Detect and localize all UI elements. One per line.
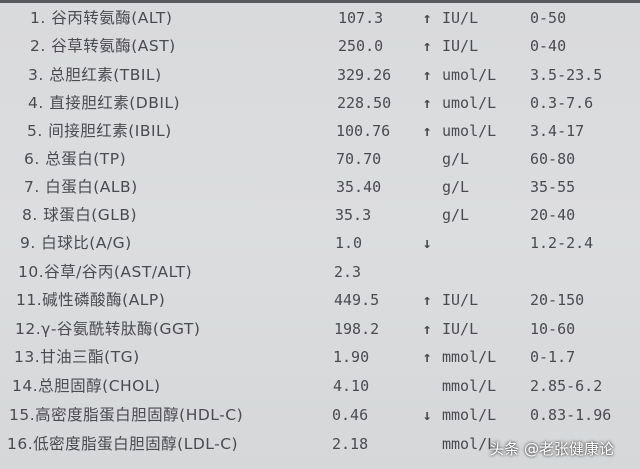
result-row: 6. 总蛋白(TP) 70.70 g/L 60-80 <box>0 146 640 172</box>
reference-range: 0-40 <box>530 37 567 55</box>
reference-range: 2.85-6.2 <box>530 377 603 395</box>
abnormal-flag: ↑ <box>422 291 432 309</box>
test-unit: umol/L <box>442 122 497 140</box>
test-name: 8. 球蛋白(GLB) <box>22 206 138 224</box>
test-value: 228.50 <box>337 94 392 112</box>
abnormal-flag: ↑ <box>422 9 432 27</box>
test-unit: g/L <box>442 150 470 168</box>
test-unit: umol/L <box>442 66 497 84</box>
result-row: 12.γ-谷氨酰转肽酶(GGT) 198.2 ↑ IU/L 10-60 <box>0 316 640 342</box>
result-row: 5. 间接胆红素(IBIL) 100.76 ↑ umol/L 3.4-17 <box>0 118 640 144</box>
test-name: 1. 谷丙转氨酶(ALT) <box>30 9 173 27</box>
reference-range: 1.2-2.4 <box>530 234 594 252</box>
test-unit: g/L <box>442 178 470 196</box>
test-value: 107.3 <box>338 9 384 27</box>
reference-range: 0-50 <box>530 9 567 27</box>
test-name: 14.总胆固醇(CHOL) <box>12 377 161 395</box>
test-name: 12.γ-谷氨酰转肽酶(GGT) <box>15 320 201 338</box>
reference-range: 10-60 <box>530 320 576 338</box>
test-name: 10.谷草/谷丙(AST/ALT) <box>18 263 193 281</box>
test-name: 13.甘油三酯(TG) <box>14 348 140 366</box>
test-name: 2. 谷草转氨酶(AST) <box>30 37 176 55</box>
result-row: 11.碱性磷酸酶(ALP) 449.5 ↑ IU/L 20-150 <box>0 287 640 313</box>
reference-range: 20-40 <box>530 206 576 224</box>
test-value: 329.26 <box>337 66 392 84</box>
abnormal-flag: ↓ <box>422 234 432 252</box>
test-value: 198.2 <box>334 320 380 338</box>
abnormal-flag: ↑ <box>422 37 432 55</box>
reference-range: 20-150 <box>530 291 585 309</box>
test-unit: umol/L <box>442 94 497 112</box>
test-value: 35.3 <box>335 206 372 224</box>
result-row: 7. 白蛋白(ALB) 35.40 g/L 35-55 <box>0 174 640 200</box>
test-value: 4.10 <box>333 377 370 395</box>
test-unit: mmol/L <box>442 348 497 366</box>
test-name: 7. 白蛋白(ALB) <box>24 178 138 196</box>
watermark: 头条 @老张健康论 <box>489 440 614 458</box>
result-row: 16.低密度脂蛋白胆固醇(LDL-C) 2.18 mmol/L <box>0 431 640 457</box>
reference-range: 35-55 <box>530 178 576 196</box>
abnormal-flag: ↑ <box>422 122 432 140</box>
test-value: 250.0 <box>338 37 384 55</box>
test-unit: IU/L <box>442 9 479 27</box>
test-value: 0.46 <box>332 406 369 424</box>
result-row: 9. 白球比(A/G) 1.0 ↓ 1.2-2.4 <box>0 230 640 256</box>
test-value: 449.5 <box>334 291 380 309</box>
test-name: 11.碱性磷酸酶(ALP) <box>16 291 166 309</box>
result-row: 4. 直接胆红素(DBIL) 228.50 ↑ umol/L 0.3-7.6 <box>0 90 640 116</box>
test-value: 35.40 <box>336 178 382 196</box>
result-row: 2. 谷草转氨酶(AST) 250.0 ↑ IU/L 0-40 <box>0 33 640 59</box>
test-unit: IU/L <box>442 291 479 309</box>
page-top-edge <box>0 0 640 3</box>
abnormal-flag: ↑ <box>422 66 432 84</box>
test-value: 70.70 <box>336 150 382 168</box>
result-row: 10.谷草/谷丙(AST/ALT) 2.3 <box>0 259 640 285</box>
test-value: 1.90 <box>333 348 370 366</box>
result-row: 14.总胆固醇(CHOL) 4.10 mmol/L 2.85-6.2 <box>0 373 640 399</box>
test-name: 5. 间接胆红素(IBIL) <box>27 122 172 140</box>
test-unit: IU/L <box>442 320 479 338</box>
result-row: 13.甘油三酯(TG) 1.90 ↑ mmol/L 0-1.7 <box>0 344 640 370</box>
test-value: 2.3 <box>334 263 362 281</box>
reference-range: 3.5-23.5 <box>530 66 603 84</box>
reference-range: 0-1.7 <box>530 348 576 366</box>
abnormal-flag: ↑ <box>422 320 432 338</box>
result-row: 15.高密度脂蛋白胆固醇(HDL-C) 0.46 ↓ mmol/L 0.83-1.96 <box>0 402 640 428</box>
test-unit: mmol/L <box>442 406 497 424</box>
test-name: 3. 总胆红素(TBIL) <box>28 66 162 84</box>
result-row: 8. 球蛋白(GLB) 35.3 g/L 20-40 <box>0 202 640 228</box>
abnormal-flag: ↑ <box>422 348 432 366</box>
reference-range: 3.4-17 <box>530 122 585 140</box>
reference-range: 0.3-7.6 <box>530 94 594 112</box>
test-value: 100.76 <box>336 122 391 140</box>
test-unit: mmol/L <box>442 435 497 453</box>
test-name: 6. 总蛋白(TP) <box>24 150 127 168</box>
test-value: 2.18 <box>332 435 369 453</box>
abnormal-flag: ↑ <box>422 94 432 112</box>
test-name: 16.低密度脂蛋白胆固醇(LDL-C) <box>7 435 239 453</box>
test-unit: IU/L <box>442 37 479 55</box>
reference-range: 60-80 <box>530 150 576 168</box>
test-name: 15.高密度脂蛋白胆固醇(HDL-C) <box>9 406 244 424</box>
test-unit: g/L <box>442 206 470 224</box>
abnormal-flag: ↓ <box>422 406 432 424</box>
test-value: 1.0 <box>335 234 363 252</box>
reference-range: 0.83-1.96 <box>530 406 612 424</box>
test-name: 9. 白球比(A/G) <box>20 234 132 252</box>
test-unit: mmol/L <box>442 377 497 395</box>
test-name: 4. 直接胆红素(DBIL) <box>28 94 181 112</box>
result-row: 3. 总胆红素(TBIL) 329.26 ↑ umol/L 3.5-23.5 <box>0 62 640 88</box>
result-row: 1. 谷丙转氨酶(ALT) 107.3 ↑ IU/L 0-50 <box>0 5 640 31</box>
